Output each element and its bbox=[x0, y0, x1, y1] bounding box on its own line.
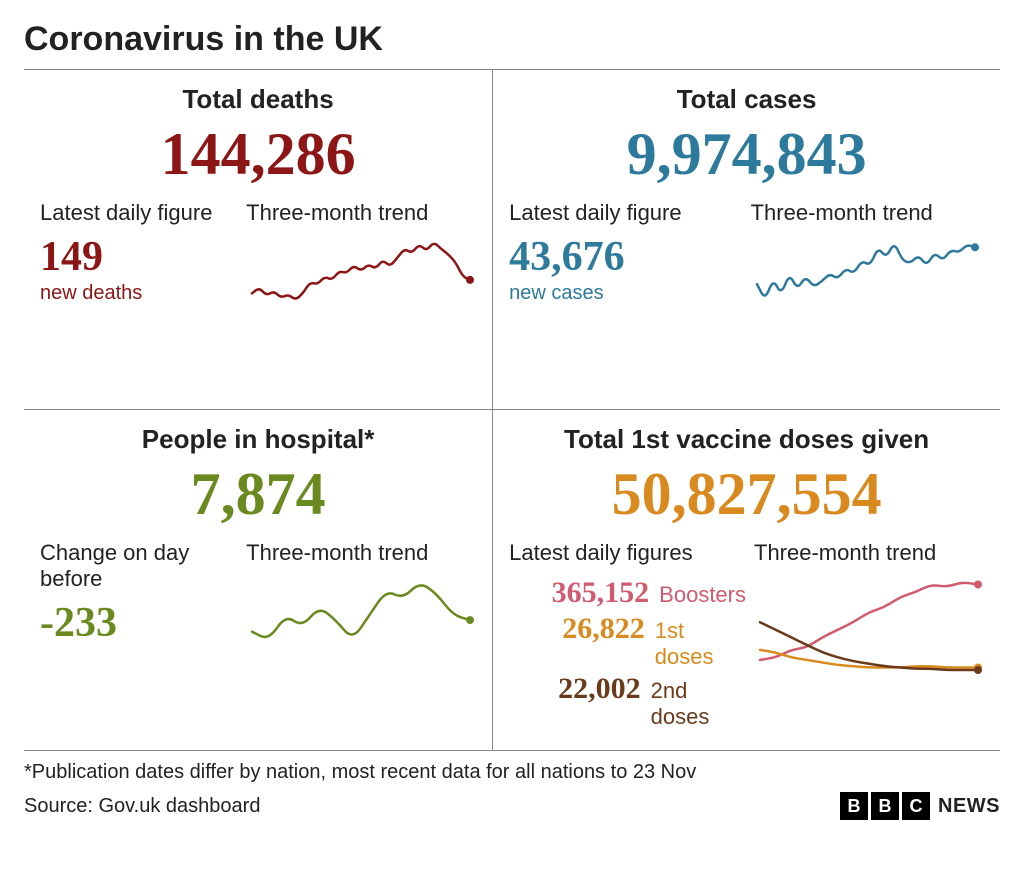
hospital-sparkline bbox=[246, 576, 476, 646]
cases-trend-label: Three-month trend bbox=[751, 200, 984, 226]
hospital-total: 7,874 bbox=[40, 463, 476, 526]
bbc-block-letter: B bbox=[871, 792, 899, 820]
vaccines-trend-label: Three-month trend bbox=[754, 540, 984, 566]
bbc-block-letter: C bbox=[902, 792, 930, 820]
cases-daily-value: 43,676 bbox=[509, 236, 742, 278]
deaths-daily-value: 149 bbox=[40, 236, 238, 278]
bbc-blocks: BBC bbox=[840, 792, 930, 820]
vaccine-row-label: Boosters bbox=[659, 582, 746, 608]
panel-cases: Total cases 9,974,843 Latest daily figur… bbox=[493, 70, 1000, 410]
panel-cases-title: Total cases bbox=[509, 84, 984, 115]
stats-grid: Total deaths 144,286 Latest daily figure… bbox=[24, 70, 1000, 750]
deaths-daily-caption: new deaths bbox=[40, 282, 238, 305]
vaccine-breakdown-row: 26,822 1st doses bbox=[509, 612, 746, 670]
bbc-logo: BBC NEWS bbox=[840, 792, 1000, 820]
vaccine-row-label: 2nd doses bbox=[651, 678, 746, 730]
vaccines-sparkline bbox=[754, 576, 984, 676]
hospital-daily-value: -233 bbox=[40, 602, 238, 644]
panel-deaths-title: Total deaths bbox=[40, 84, 476, 115]
cases-total: 9,974,843 bbox=[509, 123, 984, 186]
panel-hospital: People in hospital* 7,874 Change on day … bbox=[24, 410, 493, 750]
vaccine-breakdown-row: 22,002 2nd doses bbox=[509, 672, 746, 730]
cases-daily-label: Latest daily figure bbox=[509, 200, 742, 226]
footnote: *Publication dates differ by nation, mos… bbox=[24, 761, 1000, 784]
panel-hospital-title: People in hospital* bbox=[40, 424, 476, 455]
deaths-daily-label: Latest daily figure bbox=[40, 200, 238, 226]
panel-vaccines: Total 1st vaccine doses given 50,827,554… bbox=[493, 410, 1000, 750]
panel-vaccines-title: Total 1st vaccine doses given bbox=[509, 424, 984, 455]
bbc-news-text: NEWS bbox=[938, 795, 1000, 818]
cases-daily-caption: new cases bbox=[509, 282, 742, 305]
vaccine-breakdown-row: 365,152 Boosters bbox=[509, 576, 746, 610]
deaths-trend-label: Three-month trend bbox=[246, 200, 476, 226]
vaccine-row-value: 365,152 bbox=[509, 576, 649, 610]
page-title: Coronavirus in the UK bbox=[24, 20, 1000, 59]
vaccine-row-value: 22,002 bbox=[509, 672, 640, 706]
cases-sparkline bbox=[751, 236, 981, 306]
vaccines-breakdown: 365,152 Boosters 26,822 1st doses 22,002 2nd … bbox=[509, 576, 746, 730]
bbc-block-letter: B bbox=[840, 792, 868, 820]
hospital-trend-label: Three-month trend bbox=[246, 540, 476, 566]
deaths-sparkline bbox=[246, 236, 476, 306]
vaccine-row-value: 26,822 bbox=[509, 612, 645, 646]
vaccines-total: 50,827,554 bbox=[509, 463, 984, 526]
vaccines-daily-label: Latest daily figures bbox=[509, 540, 746, 566]
panel-deaths: Total deaths 144,286 Latest daily figure… bbox=[24, 70, 493, 410]
bottom-rule bbox=[24, 750, 1000, 751]
hospital-daily-label: Change on day before bbox=[40, 540, 238, 592]
vaccine-row-label: 1st doses bbox=[655, 618, 746, 670]
source-text: Source: Gov.uk dashboard bbox=[24, 795, 260, 818]
deaths-total: 144,286 bbox=[40, 123, 476, 186]
